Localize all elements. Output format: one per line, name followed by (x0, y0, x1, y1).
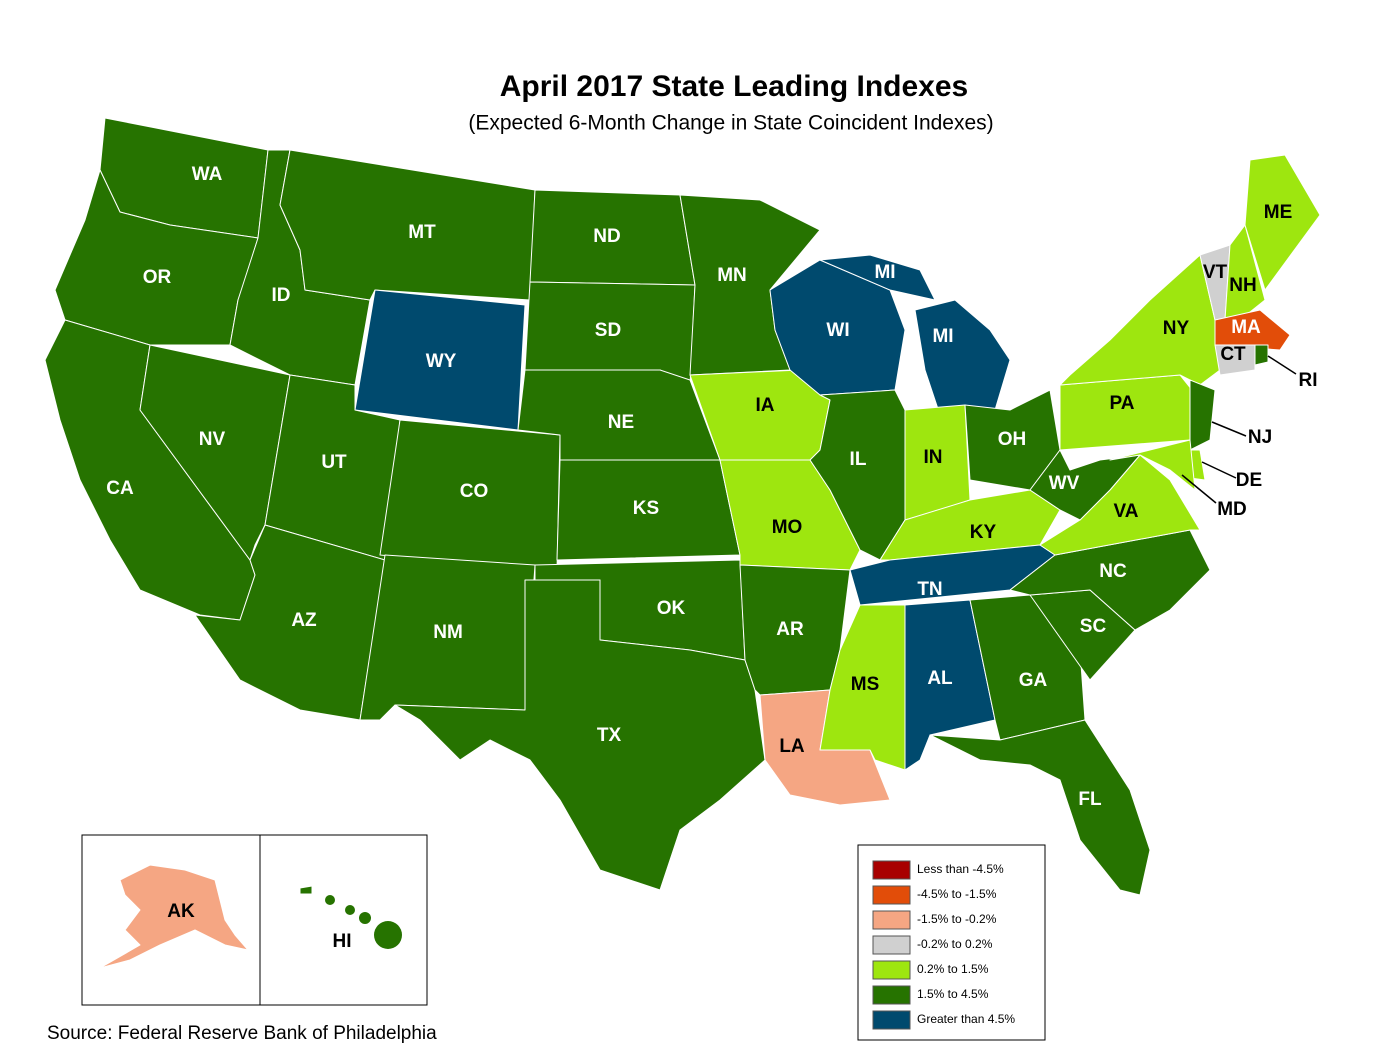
legend-label: -4.5% to -1.5% (917, 887, 997, 901)
legend-swatch (872, 935, 911, 955)
state-label: OH (998, 429, 1027, 450)
state-shape (99, 864, 249, 969)
state-label: TX (597, 725, 622, 746)
state-shape (1059, 254, 1221, 386)
state-label: HI (333, 931, 352, 952)
state-label: WV (1049, 473, 1080, 494)
state-label: VA (1114, 501, 1139, 522)
state-shape (1189, 379, 1216, 451)
state-label: CA (106, 478, 134, 499)
leader-line (1211, 421, 1247, 437)
state-label: UT (321, 452, 347, 473)
legend-swatch (872, 860, 911, 880)
state-label: AK (167, 901, 195, 922)
legend: Less than -4.5% -4.5% to -1.5% -1.5% to -0… (872, 860, 1015, 1030)
state-label: NY (1163, 318, 1190, 339)
leader-line (1181, 474, 1217, 504)
state-label: MI (932, 326, 953, 347)
state-shape (929, 719, 1151, 896)
state-label: AL (927, 668, 953, 689)
map-title: April 2017 State Leading Indexes (500, 70, 969, 103)
leader-line (1267, 355, 1297, 375)
legend-swatch (872, 885, 911, 905)
legend-label: Greater than 4.5% (917, 1012, 1015, 1026)
state-label: CO (460, 481, 489, 502)
state-label: NJ (1248, 427, 1272, 448)
state-shape (914, 299, 1011, 416)
state-label: VT (1203, 262, 1228, 283)
state-label: IA (756, 395, 775, 416)
state-shape (394, 579, 766, 891)
state-label: IL (850, 449, 867, 470)
state-label: OR (143, 267, 172, 288)
state-label: MA (1231, 317, 1261, 338)
map-subtitle: (Expected 6-Month Change in State Coinci… (468, 112, 993, 135)
state-label: AZ (291, 610, 317, 631)
state-shape (1214, 309, 1291, 351)
legend-swatch (872, 910, 911, 930)
source-note: Source: Federal Reserve Bank of Philadel… (47, 1023, 437, 1044)
state-label: AR (776, 619, 804, 640)
state-label: LA (779, 736, 805, 757)
state-label: MT (408, 222, 436, 243)
state-shape (819, 254, 936, 301)
state-shape (1109, 439, 1196, 491)
state-label: MD (1217, 499, 1247, 520)
state-label: NC (1099, 561, 1127, 582)
legend-label: -0.2% to 0.2% (917, 937, 993, 951)
state-label: NM (433, 622, 463, 643)
state-shape (819, 604, 906, 771)
state-label: IN (924, 447, 943, 468)
states (44, 117, 1321, 969)
state-shape (1224, 224, 1266, 321)
legend-label: 0.2% to 1.5% (917, 962, 989, 976)
state-label: NE (608, 412, 634, 433)
legend-swatch (872, 960, 911, 980)
state-label: WA (192, 164, 223, 185)
state-labels: WA OR CA NV ID MT WY UT CO AZ NM ND SD NE KS OK TX MN IA MO… (106, 164, 1317, 952)
state-shape (879, 489, 1061, 561)
state-shape (1254, 344, 1269, 366)
legend-label: -1.5% to -0.2% (917, 912, 997, 926)
state-label: WI (826, 320, 849, 341)
state-label: ND (593, 226, 620, 247)
state-shape (299, 885, 313, 895)
state-shape (374, 921, 402, 949)
legend-label: Less than -4.5% (917, 862, 1004, 876)
state-label: KS (633, 498, 659, 519)
state-label: PA (1110, 393, 1135, 414)
state-label: NH (1229, 275, 1256, 296)
state-shape (809, 389, 906, 561)
state-shape (1214, 344, 1256, 376)
state-label: TN (917, 579, 942, 600)
state-label: NV (199, 429, 226, 450)
legend-swatch (872, 985, 911, 1005)
state-label: SD (595, 320, 621, 341)
state-label: CT (1220, 344, 1246, 365)
state-label: RI (1299, 370, 1318, 391)
state-label: SC (1080, 616, 1107, 637)
hawaii-inset (259, 834, 428, 1006)
state-shape (345, 905, 355, 915)
state-label: KY (970, 522, 997, 543)
state-label: FL (1078, 789, 1102, 810)
legend-swatch (872, 1010, 911, 1030)
state-label: MI (874, 262, 895, 283)
state-label: MS (851, 674, 880, 695)
state-label: WY (426, 351, 457, 372)
state-label: GA (1019, 670, 1048, 691)
state-label: MN (717, 265, 747, 286)
state-label: OK (657, 598, 686, 619)
state-shape (325, 895, 335, 905)
leader-line (1201, 461, 1237, 479)
state-label: MO (772, 517, 803, 538)
legend-label: 1.5% to 4.5% (917, 987, 989, 1001)
state-label: DE (1236, 470, 1262, 491)
state-label: ID (272, 285, 291, 306)
state-label: ME (1264, 202, 1293, 223)
state-shape (359, 912, 371, 924)
state-shape (1244, 154, 1321, 291)
